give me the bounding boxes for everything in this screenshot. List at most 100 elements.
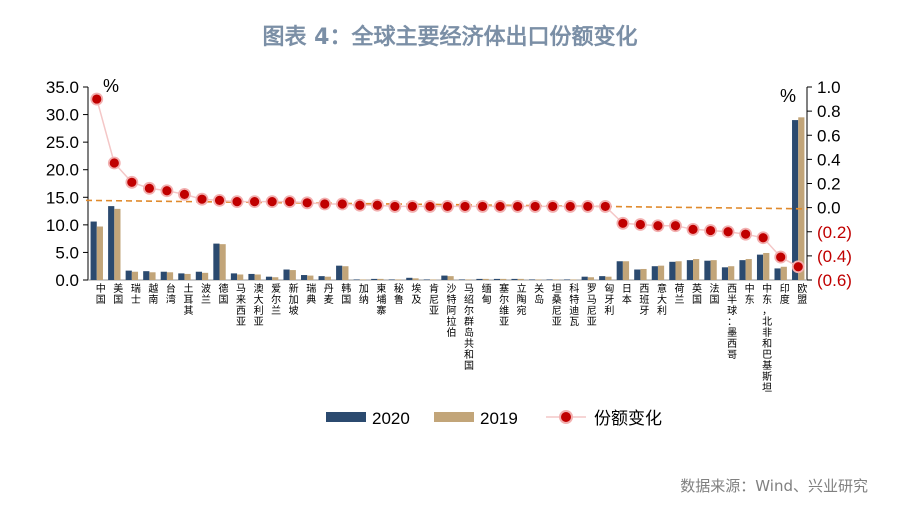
- bar-2020: [301, 275, 308, 280]
- category-label-char: 阿: [447, 305, 457, 317]
- legend-label-share-change: 份额变化: [594, 409, 662, 428]
- bar-2019: [605, 276, 612, 280]
- category-label-char: 澳: [254, 282, 264, 295]
- share-change-point: [230, 195, 244, 208]
- bar-2020: [651, 266, 658, 280]
- share-change-point: [598, 200, 612, 213]
- legend: 2020 2019 份额变化: [326, 409, 662, 428]
- category-label-char: 墨: [727, 327, 737, 339]
- category-label-char: 罗: [587, 283, 597, 295]
- bar-2019: [429, 279, 437, 280]
- left-axis-tick-label: 30.0: [46, 106, 79, 125]
- share-change-point: [686, 222, 700, 236]
- left-axis-tick-label: 5.0: [55, 243, 79, 262]
- category-label-char: 耳: [183, 294, 193, 306]
- category-label-char: 麦: [324, 294, 334, 306]
- category-label: 匈牙利: [604, 282, 614, 317]
- category-label-char: 尔: [499, 293, 509, 306]
- bar-2019: [728, 266, 735, 280]
- share-change-point: [721, 225, 735, 239]
- category-label-char: 纳: [359, 293, 369, 306]
- share-change-point: [160, 184, 174, 198]
- category-label-char: 关: [534, 282, 544, 295]
- category-label-char: 北: [762, 316, 772, 328]
- bar-2019: [780, 266, 787, 280]
- category-label-char: 利: [604, 305, 614, 317]
- bar-2020: [616, 261, 623, 280]
- category-label-char: 拉: [447, 315, 457, 328]
- bar-2019: [482, 278, 489, 280]
- bar-2019: [184, 273, 191, 280]
- category-label: 荷兰: [674, 283, 684, 306]
- share-change-point: [353, 198, 367, 212]
- bar-2020: [371, 278, 378, 280]
- category-label-char: 尼: [552, 305, 562, 317]
- share-change-point: [476, 200, 489, 213]
- category-label-char: 新: [289, 282, 299, 295]
- bar-2019: [254, 274, 261, 280]
- category-label-char: 塞: [499, 282, 509, 295]
- share-change-point: [370, 198, 384, 212]
- bar-2019: [219, 244, 226, 280]
- share-change-point: [125, 175, 139, 189]
- category-label-char: 中: [96, 282, 106, 295]
- category-label-char: 鲁: [394, 293, 404, 306]
- bar-2020: [230, 273, 238, 280]
- category-label: 越南: [148, 282, 158, 306]
- bar-2020: [756, 254, 764, 280]
- category-label-char: 立: [517, 282, 527, 295]
- category-label: 塞尔维亚: [499, 282, 509, 328]
- bar-2020: [792, 120, 799, 280]
- share-change-point: [213, 193, 226, 207]
- category-label-char: 爱: [271, 282, 281, 295]
- bar-2019: [289, 270, 296, 280]
- category-label-char: 亚: [552, 317, 562, 328]
- bar-2020: [441, 275, 448, 280]
- category-label-char: 埃: [411, 282, 421, 295]
- bar-2020: [125, 270, 132, 280]
- legend-label-2020: 2020: [372, 409, 410, 428]
- category-label: 日本: [622, 284, 632, 306]
- category-label-char: 共: [464, 338, 474, 350]
- share-change-point: [493, 200, 507, 213]
- category-label-char: 欧: [797, 283, 807, 295]
- category-label-char: 尼: [587, 305, 597, 317]
- category-label-char: 利: [254, 305, 264, 317]
- bar-2020: [634, 269, 641, 280]
- share-change-point: [300, 196, 314, 210]
- bar-2020: [195, 271, 202, 280]
- bar-2020: [774, 268, 781, 280]
- share-change-point: [423, 200, 437, 213]
- bar-2019: [131, 271, 139, 280]
- category-label: 西半球：墨西哥: [727, 284, 737, 361]
- bar-2019: [675, 261, 682, 280]
- category-label-char: 半: [727, 293, 737, 306]
- category-label-char: 瑞: [306, 283, 316, 295]
- bar-2020: [511, 278, 518, 280]
- category-label-char: 瓦: [569, 317, 579, 328]
- category-label-char: 加: [359, 283, 369, 295]
- category-label-char: 埔: [376, 293, 386, 306]
- category-label-char: 西: [236, 306, 246, 317]
- bar-2019: [272, 277, 279, 280]
- share-change-point: [142, 181, 156, 195]
- category-label: 爱尔兰: [271, 282, 281, 317]
- bar-2019: [535, 279, 542, 280]
- bar-2019: [710, 260, 717, 280]
- category-label-char: 国: [219, 294, 229, 306]
- right-axis-tick-label: 0.2: [817, 175, 841, 194]
- category-label: 秘鲁: [394, 282, 404, 306]
- category-label-char: 宛: [517, 304, 527, 317]
- right-axis-tick-label: 0.4: [817, 150, 841, 169]
- bar-2019: [201, 272, 209, 280]
- bar-2019: [500, 278, 507, 280]
- share-change-point: [581, 200, 595, 213]
- share-change-point: [248, 195, 261, 208]
- bar-2019: [465, 279, 472, 280]
- category-label: 丹麦: [324, 283, 334, 306]
- category-label-char: 典: [306, 293, 316, 306]
- category-label-char: 英: [692, 282, 702, 295]
- category-label-char: 荷: [674, 283, 684, 295]
- category-label-char: 大: [657, 293, 667, 306]
- category-label-char: 来: [236, 294, 246, 306]
